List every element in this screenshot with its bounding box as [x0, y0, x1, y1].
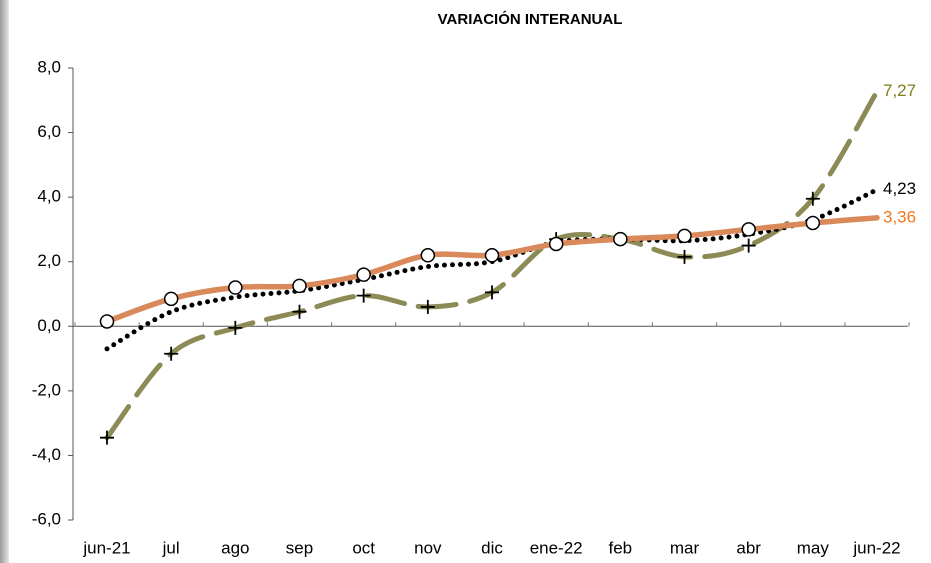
x-tick-label: sep — [286, 538, 313, 557]
series-line — [104, 89, 880, 441]
marker — [805, 191, 820, 206]
side-frame — [0, 0, 9, 563]
x-tick-label: jun-21 — [82, 538, 130, 557]
marker — [163, 291, 179, 307]
x-tick-label: may — [797, 538, 830, 557]
marker — [484, 248, 500, 263]
y-tick-label: 8,0 — [37, 57, 61, 76]
marker — [228, 320, 243, 335]
chart-title: VARIACIÓN INTERANUAL — [438, 10, 623, 28]
marker — [485, 285, 499, 300]
value-label: 7,27 — [883, 81, 916, 100]
x-tick-label: mar — [670, 538, 700, 557]
marker — [741, 222, 756, 237]
value-label: 4,23 — [883, 179, 916, 198]
marker — [356, 288, 371, 303]
y-tick-label: -6,0 — [32, 509, 61, 528]
x-tick-label: abr — [736, 538, 761, 557]
value-label: 3,36 — [883, 207, 916, 226]
marker — [548, 236, 564, 252]
marker — [613, 231, 628, 247]
marker — [100, 430, 114, 445]
marker — [677, 228, 692, 244]
marker — [292, 278, 307, 294]
marker — [420, 248, 436, 263]
y-tick-label: 6,0 — [37, 122, 61, 141]
y-tick-label: 0,0 — [37, 316, 61, 335]
y-tick-label: 4,0 — [37, 187, 61, 206]
marker — [99, 314, 115, 329]
y-tick-label: 2,0 — [37, 251, 61, 270]
marker — [228, 280, 243, 295]
marker — [805, 215, 821, 231]
marker — [356, 267, 371, 282]
series-line — [104, 187, 880, 352]
x-tick-label: nov — [414, 538, 442, 557]
y-tick-label: -4,0 — [32, 445, 61, 464]
y-tick-label: -2,0 — [32, 380, 61, 399]
marker — [420, 299, 435, 314]
x-tick-label: dic — [481, 538, 503, 557]
x-tick-label: feb — [609, 538, 633, 557]
marker — [677, 249, 692, 264]
x-tick-label: jun-22 — [852, 538, 900, 557]
marker — [741, 238, 756, 253]
x-tick-label: jul — [162, 538, 180, 557]
marker — [292, 304, 307, 319]
x-tick-label: oct — [352, 538, 375, 557]
x-tick-label: ene-22 — [530, 538, 583, 557]
x-tick-label: ago — [221, 538, 249, 557]
marker — [164, 346, 179, 361]
